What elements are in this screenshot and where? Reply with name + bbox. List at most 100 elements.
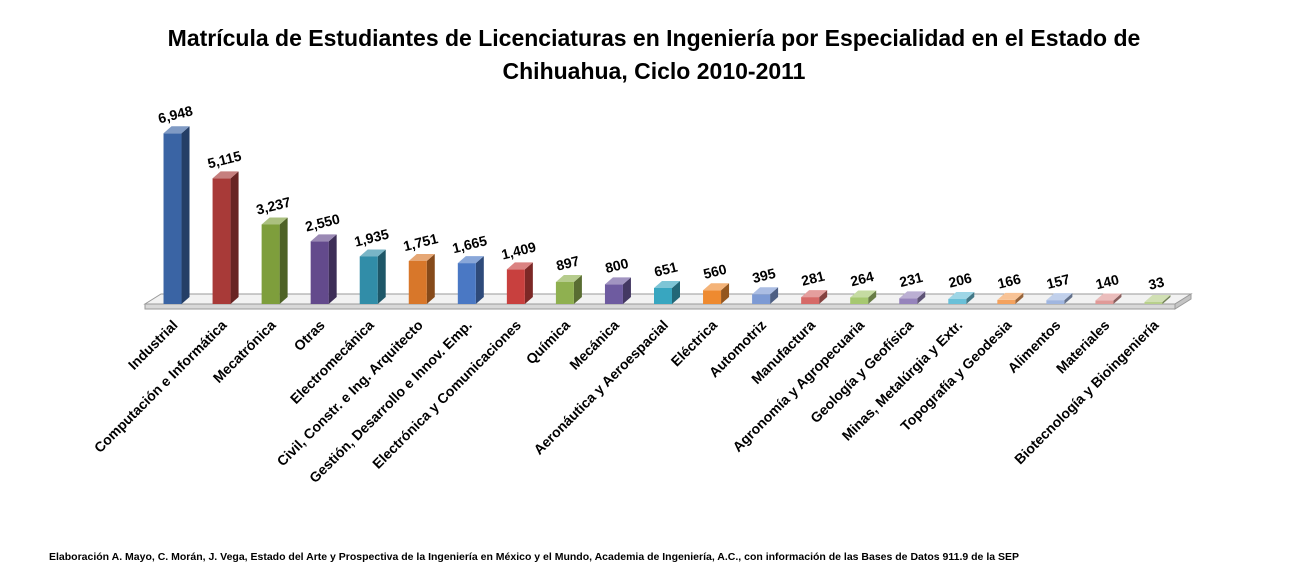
bar-front — [801, 297, 820, 304]
bar-side — [377, 249, 386, 304]
bar-front — [506, 269, 525, 304]
bar-front — [1144, 302, 1163, 304]
bar-side — [573, 274, 582, 304]
bar-front — [1046, 300, 1065, 304]
bar-front — [310, 241, 329, 304]
bar-top — [408, 253, 435, 261]
value-label: 800 — [603, 255, 630, 276]
value-label: 5,115 — [206, 148, 243, 172]
bar-top — [654, 281, 680, 289]
value-label: 1,665 — [451, 232, 489, 256]
value-label: 157 — [1045, 271, 1072, 292]
value-label: 1,935 — [353, 226, 391, 250]
bar — [1046, 293, 1073, 304]
bar-top — [997, 292, 1024, 300]
bar-top — [604, 277, 631, 285]
bar-top — [752, 287, 779, 295]
bar-side — [622, 277, 631, 304]
bar-front — [408, 260, 427, 304]
bar-top — [310, 234, 337, 242]
bar-front — [359, 256, 378, 304]
bar — [310, 234, 337, 304]
bar-side — [672, 281, 680, 304]
bar-front — [212, 178, 231, 304]
bar — [163, 126, 190, 305]
bar-series — [163, 126, 1171, 305]
bar-front — [850, 297, 869, 304]
category-label: Química — [523, 317, 574, 368]
bar — [212, 171, 239, 304]
value-label: 6,948 — [156, 102, 194, 126]
bar-side — [966, 291, 975, 304]
bar-front — [654, 288, 672, 304]
value-label: 395 — [751, 265, 778, 286]
bar-side — [230, 171, 239, 304]
value-label: 560 — [702, 261, 729, 282]
bar — [1095, 293, 1122, 304]
bar — [997, 292, 1024, 304]
bar-front — [555, 281, 574, 304]
value-label: 206 — [947, 269, 974, 290]
bar — [408, 253, 435, 304]
category-label: Otras — [291, 317, 328, 354]
bar-side — [1113, 293, 1122, 304]
bar-front — [1095, 300, 1114, 304]
bar — [899, 291, 926, 304]
bar-side — [1015, 292, 1024, 304]
bar-front — [948, 298, 967, 304]
bar — [506, 262, 533, 304]
value-label: 2,550 — [304, 210, 342, 234]
source-footnote: Elaboración A. Mayo, C. Morán, J. Vega, … — [49, 551, 1019, 563]
bar-top — [703, 283, 730, 291]
bar — [1144, 295, 1171, 304]
bar-side — [181, 126, 190, 305]
bar-side — [279, 217, 288, 304]
bar — [555, 274, 582, 304]
bar-top — [1095, 293, 1122, 301]
bar-side — [1162, 295, 1171, 304]
bar-top — [899, 291, 926, 299]
bar-top — [801, 290, 828, 298]
value-label: 33 — [1147, 273, 1166, 292]
floor-front — [144, 303, 1176, 310]
bar — [604, 277, 631, 304]
bar-front — [457, 263, 476, 304]
bar-front — [703, 290, 722, 304]
bar-top — [1144, 295, 1171, 302]
bar-front — [752, 294, 771, 304]
value-label: 231 — [898, 269, 925, 290]
bar-top — [506, 262, 533, 270]
bar-side — [475, 256, 484, 304]
chart-title-line-2: Chihuahua, Ciclo 2010-2011 — [502, 58, 806, 84]
bar — [359, 249, 386, 304]
bar-side — [524, 262, 533, 304]
value-label: 281 — [800, 268, 827, 289]
value-label: 651 — [653, 259, 680, 280]
bar-top — [261, 217, 288, 225]
bar-front — [261, 224, 280, 304]
bar-front — [899, 298, 918, 304]
bar-side — [1064, 293, 1073, 304]
value-label: 897 — [554, 252, 581, 273]
bar-side — [917, 291, 926, 304]
value-label: 1,409 — [500, 238, 538, 262]
bar-side — [868, 290, 877, 304]
bar-side — [426, 253, 435, 304]
bar-top — [359, 249, 386, 257]
bar-top — [163, 126, 190, 134]
bar-side — [328, 234, 337, 304]
value-label: 3,237 — [254, 194, 292, 218]
bar — [457, 256, 484, 304]
chart-title-line-1: Matrícula de Estudiantes de Licenciatura… — [167, 25, 1141, 51]
bar-side — [819, 290, 828, 304]
bar-side — [770, 287, 779, 304]
chart-title: Matrícula de Estudiantes de Licenciatura… — [0, 22, 1308, 88]
bar — [654, 281, 680, 304]
bar-front — [997, 299, 1016, 304]
bar-top — [555, 274, 582, 282]
value-label: 264 — [849, 268, 876, 289]
bar-top — [1046, 293, 1073, 301]
bar — [801, 290, 828, 304]
